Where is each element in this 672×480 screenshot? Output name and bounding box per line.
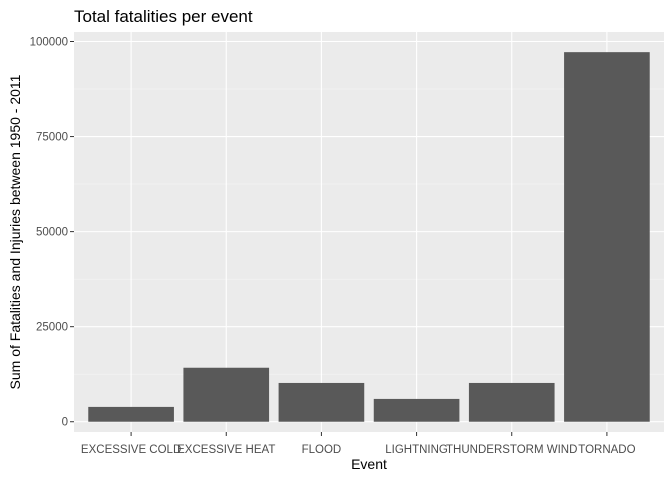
- x-tick-label: EXCESSIVE COLD: [81, 444, 181, 456]
- bar-excessive-heat: [183, 367, 270, 422]
- bar-excessive-cold: [88, 406, 174, 422]
- x-tick-label: LIGHTNING: [385, 444, 448, 456]
- y-tick-label: 25000: [36, 322, 68, 334]
- bar-flood: [278, 382, 365, 422]
- x-tick-label: FLOOD: [302, 444, 342, 456]
- bar-lightning: [373, 398, 460, 422]
- x-tick-label: THUNDERSTORM WIND: [446, 444, 577, 456]
- bar-thunderstorm-wind: [468, 382, 555, 422]
- x-axis-title: Event: [351, 456, 387, 472]
- x-tick-label: EXCESSIVE HEAT: [177, 444, 275, 456]
- bars: [88, 52, 650, 422]
- bar-tornado: [564, 52, 650, 422]
- y-ticks: 0 25000 50000 75000 100000: [30, 37, 74, 429]
- y-tick-label: 50000: [36, 227, 68, 239]
- chart-title: Total fatalities per event: [74, 7, 253, 26]
- y-tick-label: 75000: [36, 132, 68, 144]
- x-tick-label: TORNADO: [578, 444, 635, 456]
- y-axis-title: Sum of Fatalities and Injuries between 1…: [7, 74, 23, 389]
- y-tick-label: 0: [62, 417, 68, 429]
- y-tick-label: 100000: [30, 37, 68, 49]
